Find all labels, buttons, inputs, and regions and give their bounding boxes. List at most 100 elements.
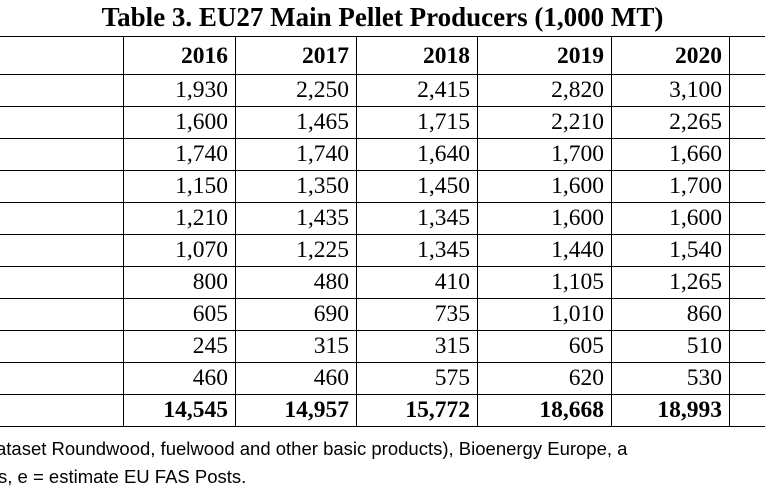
table-row: 1,210 1,435 1,345 1,600 1,600 [0,202,765,235]
table-body: 1,930 2,250 2,415 2,820 3,100 1,600 1,46… [0,74,765,427]
estimate-footnote: s, e = estimate EU FAS Posts. [0,466,247,487]
table-row: 1,930 2,250 2,415 2,820 3,100 [0,74,765,107]
table-cell: 510 [611,330,730,363]
table-cell [729,234,765,267]
pellet-producers-table: 2016 2017 2018 2019 2020 1,930 2,250 2,4… [0,36,765,427]
table-cell: 1,350 [235,170,357,203]
table-cell: 1,440 [477,234,612,267]
table-cell [729,298,765,331]
table-cell [0,266,124,299]
table-cell [729,106,765,139]
total-cell: 14,545 [123,394,236,427]
table-cell: 1,210 [123,202,236,235]
table-cell: 245 [123,330,236,363]
table-cell [0,106,124,139]
table-cell: 1,465 [235,106,357,139]
table-cell: 605 [123,298,236,331]
table-cell: 2,415 [356,74,478,107]
total-cell: 14,957 [235,394,357,427]
table-cell [729,202,765,235]
table-row: 1,600 1,465 1,715 2,210 2,265 [0,106,765,139]
table-cell [729,138,765,171]
table-cell [0,330,124,363]
table-cell [729,362,765,395]
table-cell: 2,210 [477,106,612,139]
table-cell: 530 [611,362,730,395]
table-cell: 575 [356,362,478,395]
table-cell: 1,740 [123,138,236,171]
header-cell-2017: 2017 [235,36,357,75]
table-cell: 1,105 [477,266,612,299]
table-cell: 2,265 [611,106,730,139]
table-cell: 1,345 [356,202,478,235]
header-cell-2018: 2018 [356,36,478,75]
table-cell: 860 [611,298,730,331]
table-cell [0,362,124,395]
table-cell: 2,820 [477,74,612,107]
table-cell: 1,715 [356,106,478,139]
table-cell [729,266,765,299]
table-cell: 1,540 [611,234,730,267]
table-cell: 3,100 [611,74,730,107]
table-cell: 1,700 [477,138,612,171]
table-cell: 1,070 [123,234,236,267]
table-cell: 410 [356,266,478,299]
table-cell: 315 [356,330,478,363]
header-cell-2020: 2020 [611,36,730,75]
table-cell: 460 [235,362,357,395]
table-cell: 1,600 [477,170,612,203]
total-row: 14,545 14,957 15,772 18,668 18,993 [0,394,765,427]
total-cell [729,394,765,427]
table-cell: 1,740 [235,138,357,171]
table-cell [0,234,124,267]
table-row: 800 480 410 1,105 1,265 [0,266,765,299]
table-cell: 1,345 [356,234,478,267]
source-footnote: ataset Roundwood, fuelwood and other bas… [0,438,628,459]
table-cell: 605 [477,330,612,363]
table-cell [0,138,124,171]
header-cell-extra [729,36,765,75]
table-cell: 460 [123,362,236,395]
table-cell: 2,250 [235,74,357,107]
table-cell: 1,265 [611,266,730,299]
table-cell: 1,600 [611,202,730,235]
total-cell [0,394,124,427]
table-cell: 1,225 [235,234,357,267]
table-cell [0,298,124,331]
table-cell [0,170,124,203]
table-cell: 1,700 [611,170,730,203]
header-cell-2019: 2019 [477,36,612,75]
table-container: 2016 2017 2018 2019 2020 1,930 2,250 2,4… [0,36,765,427]
table-row: 1,740 1,740 1,640 1,700 1,660 [0,138,765,171]
table-cell: 690 [235,298,357,331]
table-cell: 1,660 [611,138,730,171]
table-cell [0,202,124,235]
table-title: Table 3. EU27 Main Pellet Producers (1,0… [101,1,664,32]
table-cell [729,74,765,107]
table-cell: 1,150 [123,170,236,203]
total-cell: 15,772 [356,394,478,427]
table-row: 460 460 575 620 530 [0,362,765,395]
total-cell: 18,993 [611,394,730,427]
header-cell-country [0,36,124,75]
table-cell: 1,930 [123,74,236,107]
table-cell: 1,640 [356,138,478,171]
total-cell: 18,668 [477,394,612,427]
table-row: 1,070 1,225 1,345 1,440 1,540 [0,234,765,267]
table-cell [729,330,765,363]
table-header-row: 2016 2017 2018 2019 2020 [0,36,765,75]
table-cell: 1,010 [477,298,612,331]
header-cell-2016: 2016 [123,36,236,75]
table-cell: 1,600 [123,106,236,139]
table-cell: 480 [235,266,357,299]
table-row: 1,150 1,350 1,450 1,600 1,700 [0,170,765,203]
table-cell: 800 [123,266,236,299]
table-cell: 1,450 [356,170,478,203]
table-cell: 1,435 [235,202,357,235]
table-cell: 735 [356,298,478,331]
table-cell [729,170,765,203]
table-row: 245 315 315 605 510 [0,330,765,363]
table-cell: 1,600 [477,202,612,235]
table-cell: 315 [235,330,357,363]
